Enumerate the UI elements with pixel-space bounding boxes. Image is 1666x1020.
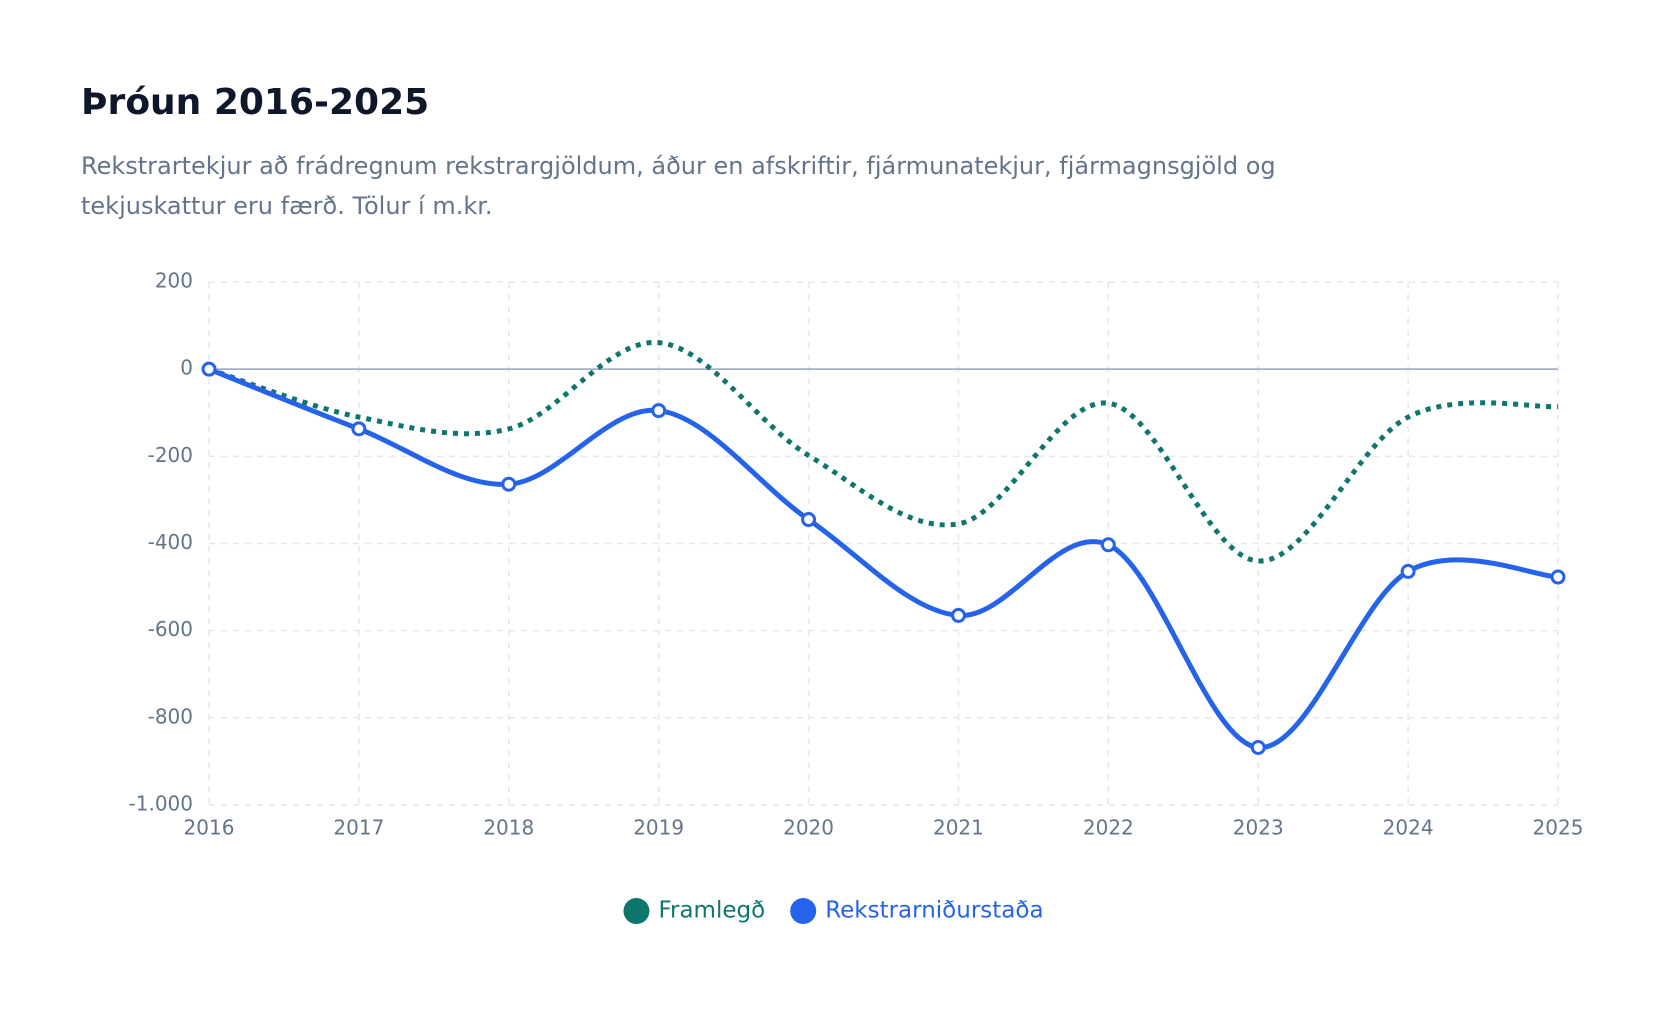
y-tick-label: 200 <box>155 269 193 293</box>
x-tick-label: 2021 <box>933 816 984 840</box>
y-tick-label: 0 <box>180 356 193 380</box>
legend-label: Rekstrarniðurstaða <box>825 898 1043 924</box>
y-tick-label: -800 <box>148 704 193 728</box>
x-tick-label: 2016 <box>184 816 235 840</box>
x-tick-label: 2018 <box>483 816 534 840</box>
legend-label: Framlegð <box>658 898 765 924</box>
data-point <box>501 476 517 492</box>
x-tick-label: 2023 <box>1233 816 1284 840</box>
legend-item: Framlegð <box>623 898 765 924</box>
legend-swatch <box>790 898 817 924</box>
y-tick-label: -200 <box>148 443 193 467</box>
x-tick-label: 2019 <box>633 816 684 840</box>
data-point <box>1550 569 1566 585</box>
y-tick-label: -600 <box>148 617 193 641</box>
series-line <box>208 366 1559 750</box>
x-tick-label: 2020 <box>783 816 834 840</box>
data-point <box>201 361 217 377</box>
x-tick-label: 2017 <box>333 816 384 840</box>
data-point <box>1400 563 1416 579</box>
x-tick-label: 2024 <box>1383 816 1434 840</box>
x-tick-label: 2025 <box>1533 816 1584 840</box>
legend: Framlegð Rekstrarniðurstaða <box>623 898 1044 924</box>
data-point <box>1100 537 1116 553</box>
data-point <box>351 421 367 437</box>
data-point <box>801 512 817 528</box>
chart-title: Þróun 2016-2025 <box>81 82 430 123</box>
legend-item: Rekstrarniðurstaða <box>790 898 1044 924</box>
data-point <box>1250 739 1266 755</box>
legend-swatch <box>623 898 650 924</box>
chart-subtitle: Rekstrartekjur að frádregnum rekstrargjö… <box>81 152 1276 220</box>
data-point <box>950 607 966 623</box>
x-tick-label: 2022 <box>1083 816 1134 840</box>
y-tick-label: -400 <box>148 530 193 554</box>
y-tick-label: -1.000 <box>129 792 193 816</box>
series-line <box>208 340 1559 564</box>
data-point <box>651 403 667 419</box>
